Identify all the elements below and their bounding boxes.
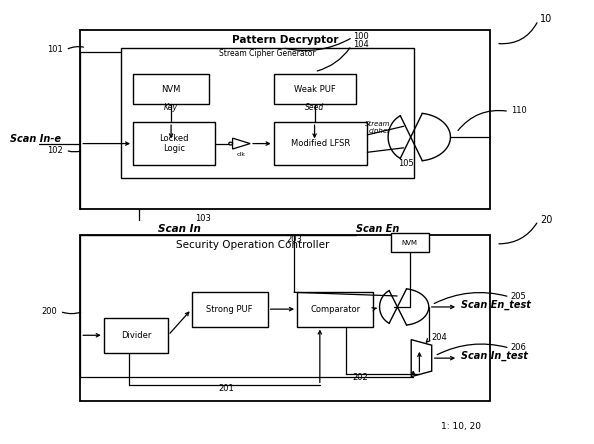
- Text: 202: 202: [352, 373, 368, 382]
- Text: Weak PUF: Weak PUF: [293, 85, 336, 94]
- Text: 204: 204: [432, 333, 447, 342]
- Bar: [80, 30, 490, 209]
- Text: 205: 205: [511, 292, 526, 301]
- Bar: [80, 235, 490, 400]
- Text: Pattern Decryptor: Pattern Decryptor: [232, 35, 339, 45]
- Text: 101: 101: [47, 45, 63, 55]
- Text: 201: 201: [219, 385, 235, 393]
- Text: Security Operation Controller: Security Operation Controller: [176, 240, 329, 250]
- Text: 104: 104: [353, 40, 368, 49]
- Text: Seed: Seed: [305, 103, 324, 112]
- Bar: [391, 233, 429, 253]
- Text: Scan In_test: Scan In_test: [461, 351, 528, 361]
- Text: Scan In: Scan In: [159, 223, 201, 234]
- Text: Key: Key: [164, 103, 178, 112]
- Text: Locked
Logic: Locked Logic: [159, 134, 189, 153]
- Text: clk: clk: [237, 152, 246, 157]
- Text: 203: 203: [286, 235, 302, 244]
- Text: Comparator: Comparator: [310, 305, 360, 313]
- Text: 20: 20: [540, 215, 552, 225]
- Bar: [104, 318, 168, 353]
- Text: Scan In-e: Scan In-e: [10, 134, 61, 144]
- Text: Stream Cipher Generator: Stream Cipher Generator: [219, 49, 316, 58]
- Text: 200: 200: [41, 307, 57, 316]
- Bar: [274, 74, 356, 104]
- Text: 102: 102: [47, 146, 63, 155]
- Text: NVM: NVM: [162, 85, 181, 94]
- Text: NVM: NVM: [402, 240, 418, 246]
- Text: Scan En: Scan En: [356, 223, 399, 234]
- Text: 1: 10, 20: 1: 10, 20: [441, 422, 481, 431]
- Bar: [121, 48, 414, 178]
- Bar: [133, 122, 215, 165]
- Text: Scan En_test: Scan En_test: [461, 300, 531, 310]
- Text: Modified LFSR: Modified LFSR: [291, 139, 350, 148]
- Bar: [297, 292, 373, 326]
- Text: Strong PUF: Strong PUF: [206, 305, 253, 313]
- Text: 100: 100: [353, 32, 368, 41]
- Text: 110: 110: [511, 107, 526, 115]
- Text: 103: 103: [195, 214, 211, 223]
- Text: 105: 105: [398, 159, 414, 168]
- Bar: [133, 74, 209, 104]
- Text: Divider: Divider: [121, 331, 151, 340]
- Text: 10: 10: [540, 14, 552, 24]
- Text: 206: 206: [511, 343, 527, 352]
- Text: Stream
cipher: Stream cipher: [365, 121, 390, 134]
- Bar: [274, 122, 367, 165]
- Bar: [192, 292, 268, 326]
